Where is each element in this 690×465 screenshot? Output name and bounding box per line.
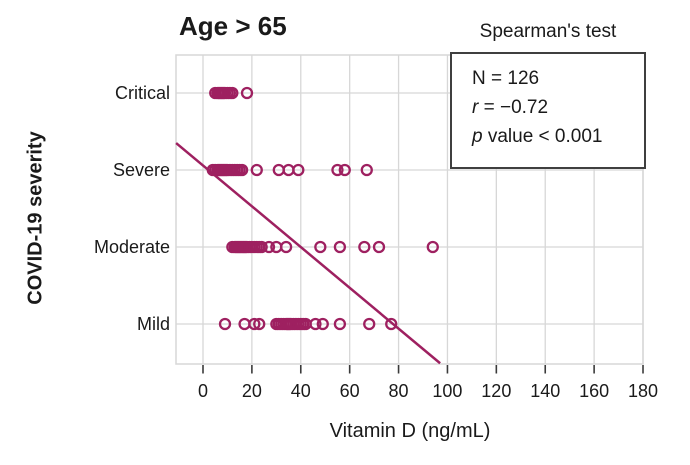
stat-n-value: = 126 bbox=[485, 68, 540, 89]
stats-line-r: r = −0.72 bbox=[472, 93, 644, 122]
data-point-moderate bbox=[333, 240, 347, 254]
y-category-label: Mild bbox=[136, 314, 170, 334]
x-tick-label: 60 bbox=[339, 381, 360, 401]
data-point-severe bbox=[331, 163, 344, 177]
stat-r-value: = −0.72 bbox=[478, 97, 549, 118]
data-point-mild bbox=[333, 317, 347, 331]
data-point-severe bbox=[360, 163, 373, 177]
x-tick-label: 160 bbox=[579, 381, 610, 401]
stat-r-label: r bbox=[472, 97, 479, 118]
x-tick-label: 120 bbox=[481, 381, 512, 401]
data-point-critical bbox=[226, 86, 239, 100]
plot-frame bbox=[175, 54, 644, 365]
stat-p-value: value < 0.001 bbox=[482, 126, 603, 147]
data-point-severe bbox=[338, 163, 351, 177]
data-point-mild bbox=[363, 317, 376, 331]
data-point-severe bbox=[235, 163, 249, 177]
data-point-moderate bbox=[426, 240, 439, 254]
x-tick-label: 140 bbox=[530, 381, 561, 401]
x-tick-label: 0 bbox=[197, 381, 208, 401]
x-tick-label: 80 bbox=[388, 381, 409, 401]
y-category-label: Severe bbox=[112, 160, 170, 180]
data-point-moderate bbox=[358, 240, 371, 254]
data-point-mild bbox=[218, 317, 232, 331]
stats-line-p: p value < 0.001 bbox=[472, 122, 644, 151]
data-point-mild bbox=[385, 317, 398, 331]
data-point-moderate bbox=[279, 240, 293, 254]
x-tick-label: 180 bbox=[627, 381, 659, 401]
stats-box: N = 126 r = −0.72 p value < 0.001 bbox=[450, 52, 646, 169]
data-point-moderate bbox=[255, 240, 268, 254]
stats-line-n: N = 126 bbox=[472, 64, 644, 93]
stat-p-label: p bbox=[472, 126, 483, 147]
stats-box-heading: Spearman's test bbox=[479, 21, 617, 42]
data-point-moderate bbox=[314, 240, 327, 254]
data-point-moderate bbox=[372, 240, 386, 254]
plot-title: Age > 65 bbox=[179, 11, 287, 41]
y-category-label: Moderate bbox=[93, 237, 170, 257]
data-point-mild bbox=[248, 317, 261, 331]
y-category-label: Critical bbox=[114, 83, 170, 103]
data-point-moderate bbox=[262, 240, 276, 254]
x-tick-label: 40 bbox=[290, 381, 311, 401]
x-tick-label: 20 bbox=[241, 381, 262, 401]
x-tick-label: 100 bbox=[432, 381, 463, 401]
x-axis-label: Vitamin D (ng/mL) bbox=[329, 420, 491, 442]
data-point-mild bbox=[316, 317, 329, 331]
data-point-critical bbox=[240, 86, 254, 100]
data-point-mild bbox=[253, 317, 266, 331]
data-point-severe bbox=[292, 163, 305, 177]
data-point-severe bbox=[250, 163, 263, 177]
data-point-mild bbox=[309, 317, 322, 331]
stat-n-label: N bbox=[472, 68, 486, 89]
